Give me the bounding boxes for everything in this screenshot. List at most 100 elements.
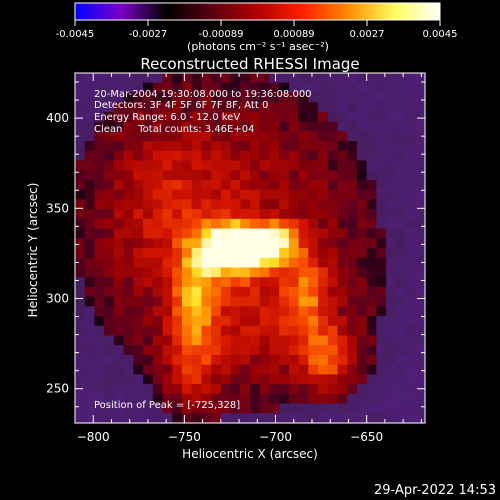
heatmap-cell: [395, 111, 407, 123]
heatmap-cell: [104, 277, 115, 288]
heatmap-cell: [201, 160, 212, 171]
heatmap-cell: [405, 354, 416, 366]
heatmap-cell: [337, 354, 348, 366]
heatmap-cell: [318, 316, 329, 327]
heatmap-cell: [337, 393, 348, 405]
heatmap-cell: [356, 257, 368, 269]
heatmap-cell: [366, 413, 377, 424]
heatmap-cell: [211, 325, 222, 337]
heatmap-cell: [133, 160, 144, 171]
heatmap-cell: [250, 102, 261, 113]
heatmap-cell: [366, 189, 377, 200]
heatmap-cell: [347, 325, 358, 337]
heatmap-cell: [298, 296, 309, 307]
heatmap-cell: [366, 228, 377, 239]
annotation-clean: Clean Total counts: 3.46E+04: [94, 124, 254, 135]
heatmap-cell: [113, 141, 125, 152]
heatmap-cell: [269, 306, 280, 317]
heatmap-cell: [201, 189, 212, 200]
heatmap-cell: [94, 228, 105, 239]
heatmap-cell: [133, 92, 144, 103]
heatmap-cell: [143, 92, 154, 103]
heatmap-cell: [405, 374, 416, 385]
heatmap-cell: [250, 92, 261, 103]
heatmap-cell: [337, 257, 348, 269]
heatmap-cell: [415, 384, 426, 395]
heatmap-cell: [104, 218, 115, 230]
heatmap-cell: [240, 345, 251, 356]
heatmap-cell: [356, 150, 368, 162]
heatmap-cell: [201, 179, 212, 191]
heatmap-cell: [123, 141, 134, 152]
heatmap-cell: [133, 354, 144, 366]
heatmap-cell: [259, 218, 271, 230]
heatmap-cell: [347, 121, 358, 132]
heatmap-cell: [386, 131, 397, 142]
heatmap-cell: [279, 286, 290, 298]
heatmap-cell: [230, 209, 241, 220]
heatmap-cell: [308, 199, 319, 210]
heatmap-cell: [143, 364, 154, 375]
heatmap-cell: [143, 160, 154, 171]
heatmap-cell: [172, 393, 183, 405]
heatmap-cell: [250, 413, 261, 424]
heatmap-cell: [337, 111, 348, 123]
heatmap-cell: [347, 257, 358, 269]
heatmap-cell: [113, 209, 125, 220]
heatmap-cell: [143, 179, 154, 191]
heatmap-cell: [376, 354, 387, 366]
heatmap-cell: [298, 238, 309, 249]
heatmap-cell: [298, 403, 309, 414]
heatmap-cell: [143, 335, 154, 346]
heatmap-cell: [201, 111, 212, 123]
heatmap-cell: [298, 179, 309, 191]
heatmap-cell: [250, 82, 261, 94]
heatmap-cell: [308, 257, 319, 269]
heatmap-cell: [84, 267, 96, 278]
heatmap-cell: [279, 335, 290, 346]
heatmap-cell: [356, 218, 368, 230]
heatmap-cell: [162, 345, 173, 356]
heatmap-cell: [308, 364, 319, 375]
heatmap-cell: [259, 364, 271, 375]
heatmap-cell: [211, 179, 222, 191]
heatmap-cell: [318, 364, 329, 375]
heatmap-cell: [405, 393, 416, 405]
heatmap-cell: [395, 92, 407, 103]
heatmap-cell: [133, 199, 144, 210]
heatmap-cell: [181, 82, 193, 94]
heatmap-cell: [347, 403, 358, 414]
heatmap-cell: [269, 170, 280, 181]
heatmap-cell: [191, 209, 202, 220]
heatmap-cell: [337, 325, 348, 337]
y-tick-label: 400: [46, 111, 69, 125]
heatmap-cell: [376, 218, 387, 230]
heatmap-cell: [133, 296, 144, 307]
heatmap-cell: [201, 141, 212, 152]
heatmap-cell: [162, 335, 173, 346]
heatmap-cell: [318, 179, 329, 191]
heatmap-cell: [133, 335, 144, 346]
heatmap-cell: [386, 403, 397, 414]
heatmap-cell: [347, 82, 358, 94]
heatmap-cell: [113, 403, 125, 414]
heatmap-cell: [75, 335, 86, 346]
heatmap-cell: [386, 364, 397, 375]
heatmap-cell: [327, 403, 339, 414]
heatmap-cell: [181, 102, 193, 113]
heatmap-cell: [230, 306, 241, 317]
heatmap-cell: [162, 248, 173, 259]
heatmap-cell: [395, 73, 407, 84]
heatmap-cell: [181, 393, 193, 405]
heatmap-cell: [376, 364, 387, 375]
heatmap-cell: [172, 150, 183, 162]
heatmap-cell: [298, 374, 309, 385]
heatmap-cell: [220, 364, 232, 375]
heatmap-cell: [84, 141, 96, 152]
heatmap-cell: [347, 150, 358, 162]
heatmap-cell: [191, 335, 202, 346]
heatmap-cell: [84, 209, 96, 220]
heatmap-cell: [318, 102, 329, 113]
heatmap-cell: [152, 209, 164, 220]
heatmap-cell: [230, 403, 241, 414]
